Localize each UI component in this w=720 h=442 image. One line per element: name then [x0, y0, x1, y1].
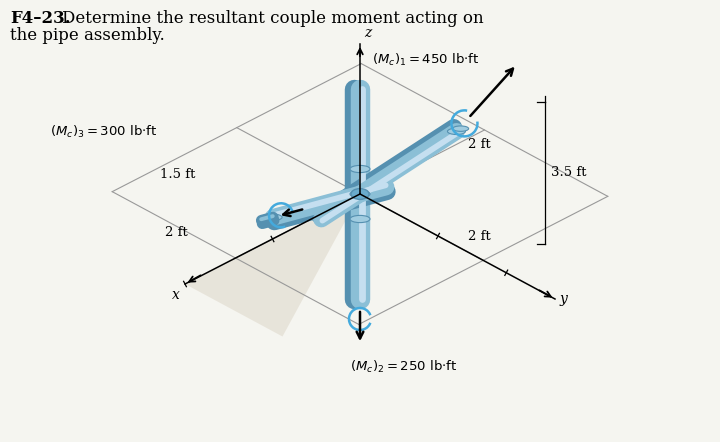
- Text: $(M_c)_1 = 450\ \mathrm{lb{\cdot}ft}$: $(M_c)_1 = 450\ \mathrm{lb{\cdot}ft}$: [372, 52, 480, 68]
- Ellipse shape: [350, 215, 370, 223]
- Ellipse shape: [351, 189, 369, 199]
- Text: Determine the resultant couple moment acting on: Determine the resultant couple moment ac…: [62, 10, 484, 27]
- Ellipse shape: [264, 214, 282, 221]
- Text: 2 ft: 2 ft: [165, 225, 188, 239]
- Text: F4–23.: F4–23.: [10, 10, 71, 27]
- Ellipse shape: [453, 126, 469, 131]
- Text: the pipe assembly.: the pipe assembly.: [10, 27, 165, 44]
- Text: x: x: [172, 288, 180, 302]
- Text: $(M_c)_3 = 300\ \mathrm{lb{\cdot}ft}$: $(M_c)_3 = 300\ \mathrm{lb{\cdot}ft}$: [50, 124, 158, 140]
- Ellipse shape: [350, 165, 370, 172]
- Text: z: z: [364, 26, 372, 40]
- Text: y: y: [560, 292, 568, 306]
- Text: $(M_c)_2 = 250\ \mathrm{lb{\cdot}ft}$: $(M_c)_2 = 250\ \mathrm{lb{\cdot}ft}$: [350, 359, 457, 375]
- Ellipse shape: [447, 128, 465, 134]
- Ellipse shape: [350, 191, 370, 198]
- Text: 2 ft: 2 ft: [468, 137, 491, 150]
- Polygon shape: [185, 194, 360, 336]
- Text: 2 ft: 2 ft: [468, 229, 491, 243]
- Text: 3.5 ft: 3.5 ft: [551, 167, 587, 179]
- Text: 1.5 ft: 1.5 ft: [160, 168, 195, 180]
